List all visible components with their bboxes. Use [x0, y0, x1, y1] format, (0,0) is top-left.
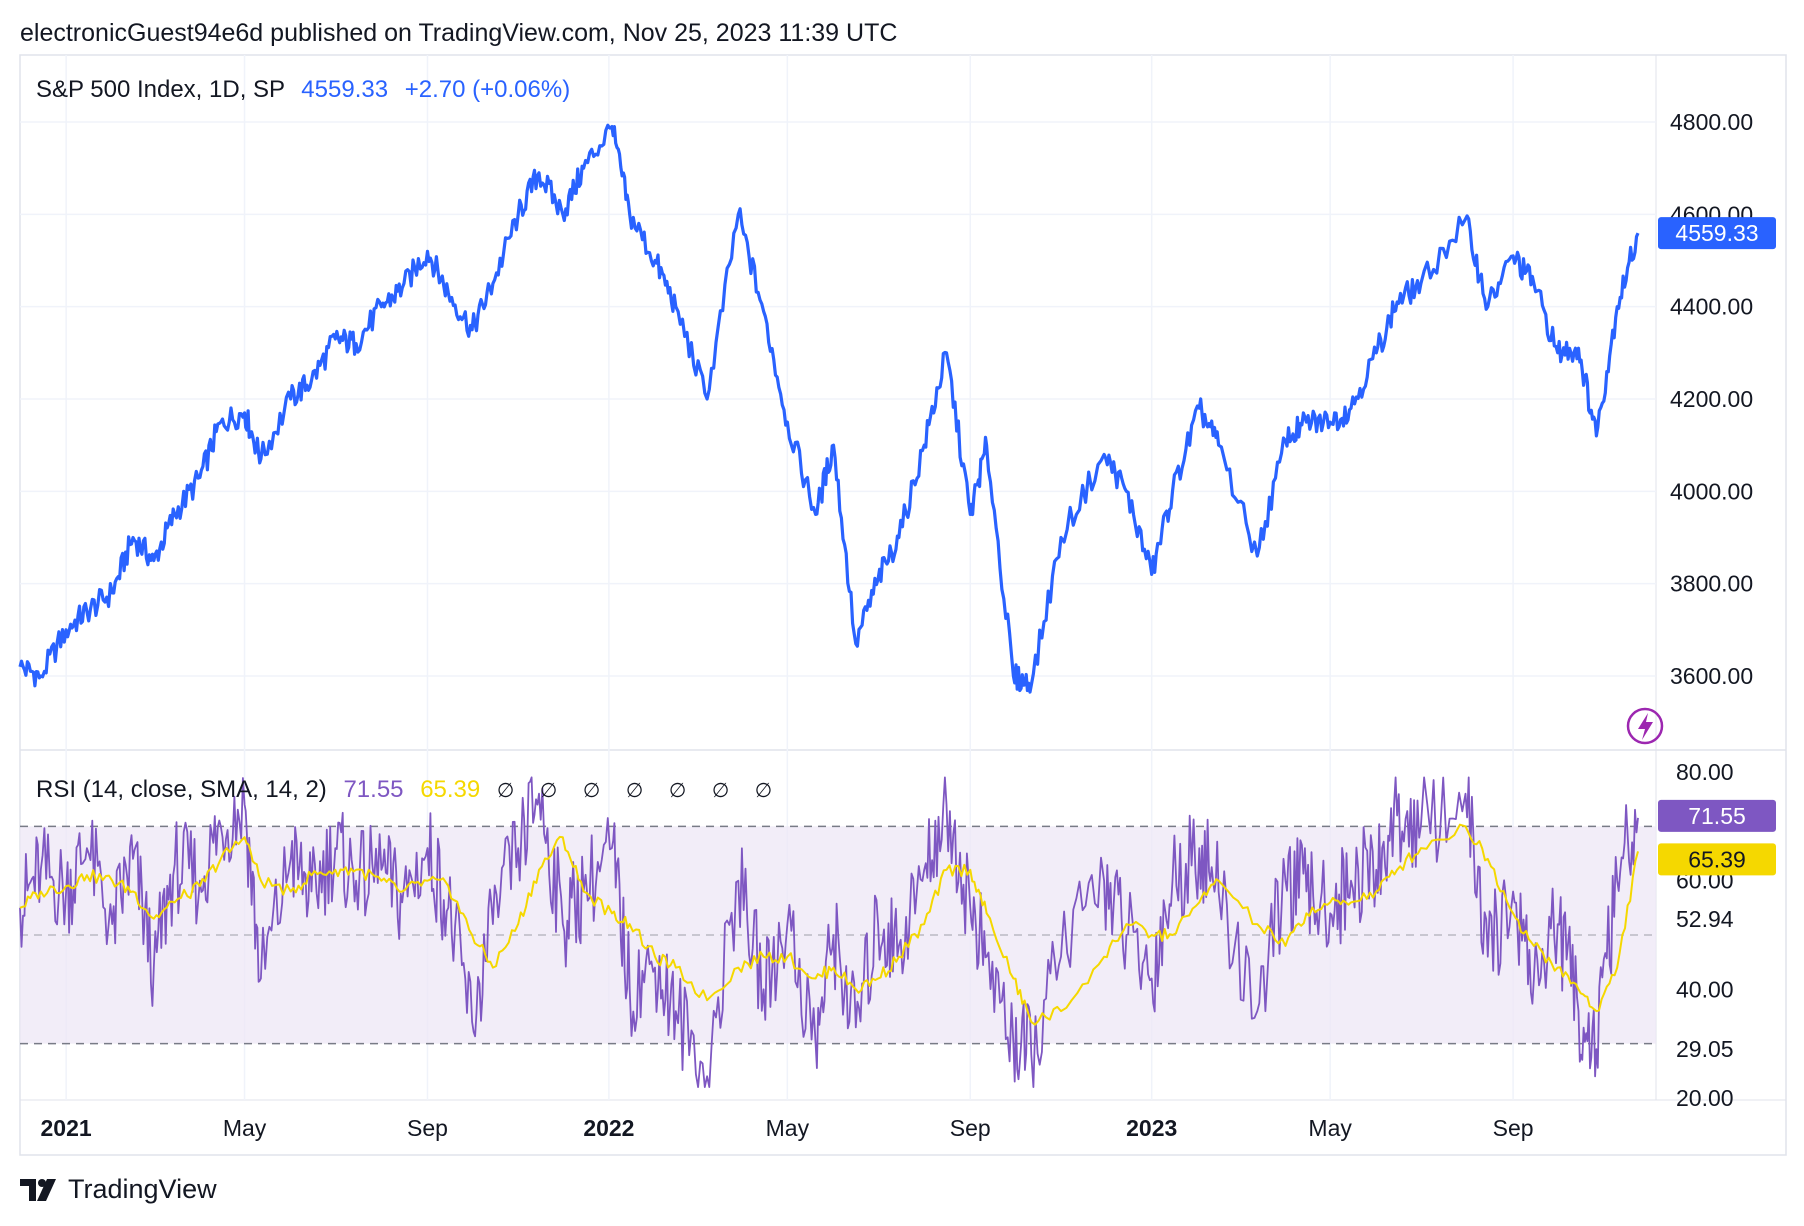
time-tick-label: Sep [1493, 1115, 1534, 1141]
time-tick-label: 2021 [41, 1115, 92, 1141]
lightning-icon[interactable] [1626, 707, 1664, 745]
rsi-line[interactable] [19, 776, 1639, 1088]
rsi-tick-label: 52.94 [1676, 906, 1734, 932]
price-tick-label: 3600.00 [1670, 663, 1753, 689]
rsi-legend[interactable]: RSI (14, close, SMA, 14, 2) 71.55 65.39 … [36, 776, 782, 804]
time-tick-label: May [766, 1115, 810, 1141]
publisher-line: electronicGuest94e6d published on Tradin… [20, 19, 898, 47]
time-tick-label: Sep [950, 1115, 991, 1141]
chart-border [19, 54, 1787, 1156]
time-tick-label: May [223, 1115, 267, 1141]
brand-name: TradingView [68, 1174, 217, 1204]
main-legend[interactable]: S&P 500 Index, 1D, SP 4559.33 +2.70 (+0.… [36, 76, 570, 104]
rsi-ma-last-badge: 65.39 [1688, 846, 1746, 872]
price-change: +2.70 (+0.06%) [404, 76, 571, 103]
rsi-tick-label: 20.00 [1676, 1085, 1734, 1111]
price-tick-label: 4400.00 [1670, 294, 1753, 320]
last-price: 4559.33 [301, 76, 389, 103]
tradingview-logo-icon [20, 1178, 56, 1201]
rsi-tick-label: 80.00 [1676, 759, 1734, 785]
grid-lines [20, 55, 1656, 1100]
symbol-title[interactable]: S&P 500 Index, 1D, SP [36, 76, 285, 103]
price-line[interactable] [18, 123, 1640, 694]
rsi-ma-line[interactable] [19, 823, 1639, 1026]
rsi-tick-label: 29.05 [1676, 1036, 1734, 1062]
rsi-last-badge-bg [1658, 799, 1776, 832]
price-tick-label: 4200.00 [1670, 386, 1753, 412]
price-last-badge: 4559.33 [1675, 220, 1758, 246]
last-value-badges: 4559.33 71.55 65.39 [1658, 217, 1776, 876]
price-tick-label: 4800.00 [1670, 109, 1753, 135]
rsi-value: 71.55 [343, 776, 404, 803]
time-tick-label: 2023 [1126, 1115, 1177, 1141]
time-tick-label: 2022 [583, 1115, 634, 1141]
tradingview-logo[interactable]: TradingView [20, 1174, 217, 1205]
rsi-ma-value: 65.39 [420, 776, 481, 803]
time-tick-label: May [1308, 1115, 1352, 1141]
price-tick-label: 3800.00 [1670, 571, 1753, 597]
rsi-title[interactable]: RSI (14, close, SMA, 14, 2) [36, 776, 327, 803]
price-axis[interactable]: 4800.004600.004400.004200.004000.003800.… [1670, 109, 1753, 689]
price-tick-label: 4000.00 [1670, 478, 1753, 504]
rsi-tick-label: 40.00 [1676, 976, 1734, 1002]
time-tick-label: Sep [407, 1115, 448, 1141]
rsi-last-badge: 71.55 [1688, 803, 1746, 829]
price-last-badge-bg [1658, 217, 1776, 250]
time-axis[interactable]: 2021 May Sep 2022 May Sep 2023 May Sep [41, 1115, 1534, 1141]
rsi-ma-last-badge-bg [1658, 843, 1776, 876]
rsi-na-values: ∅ ∅ ∅ ∅ ∅ ∅ ∅ [496, 780, 783, 802]
